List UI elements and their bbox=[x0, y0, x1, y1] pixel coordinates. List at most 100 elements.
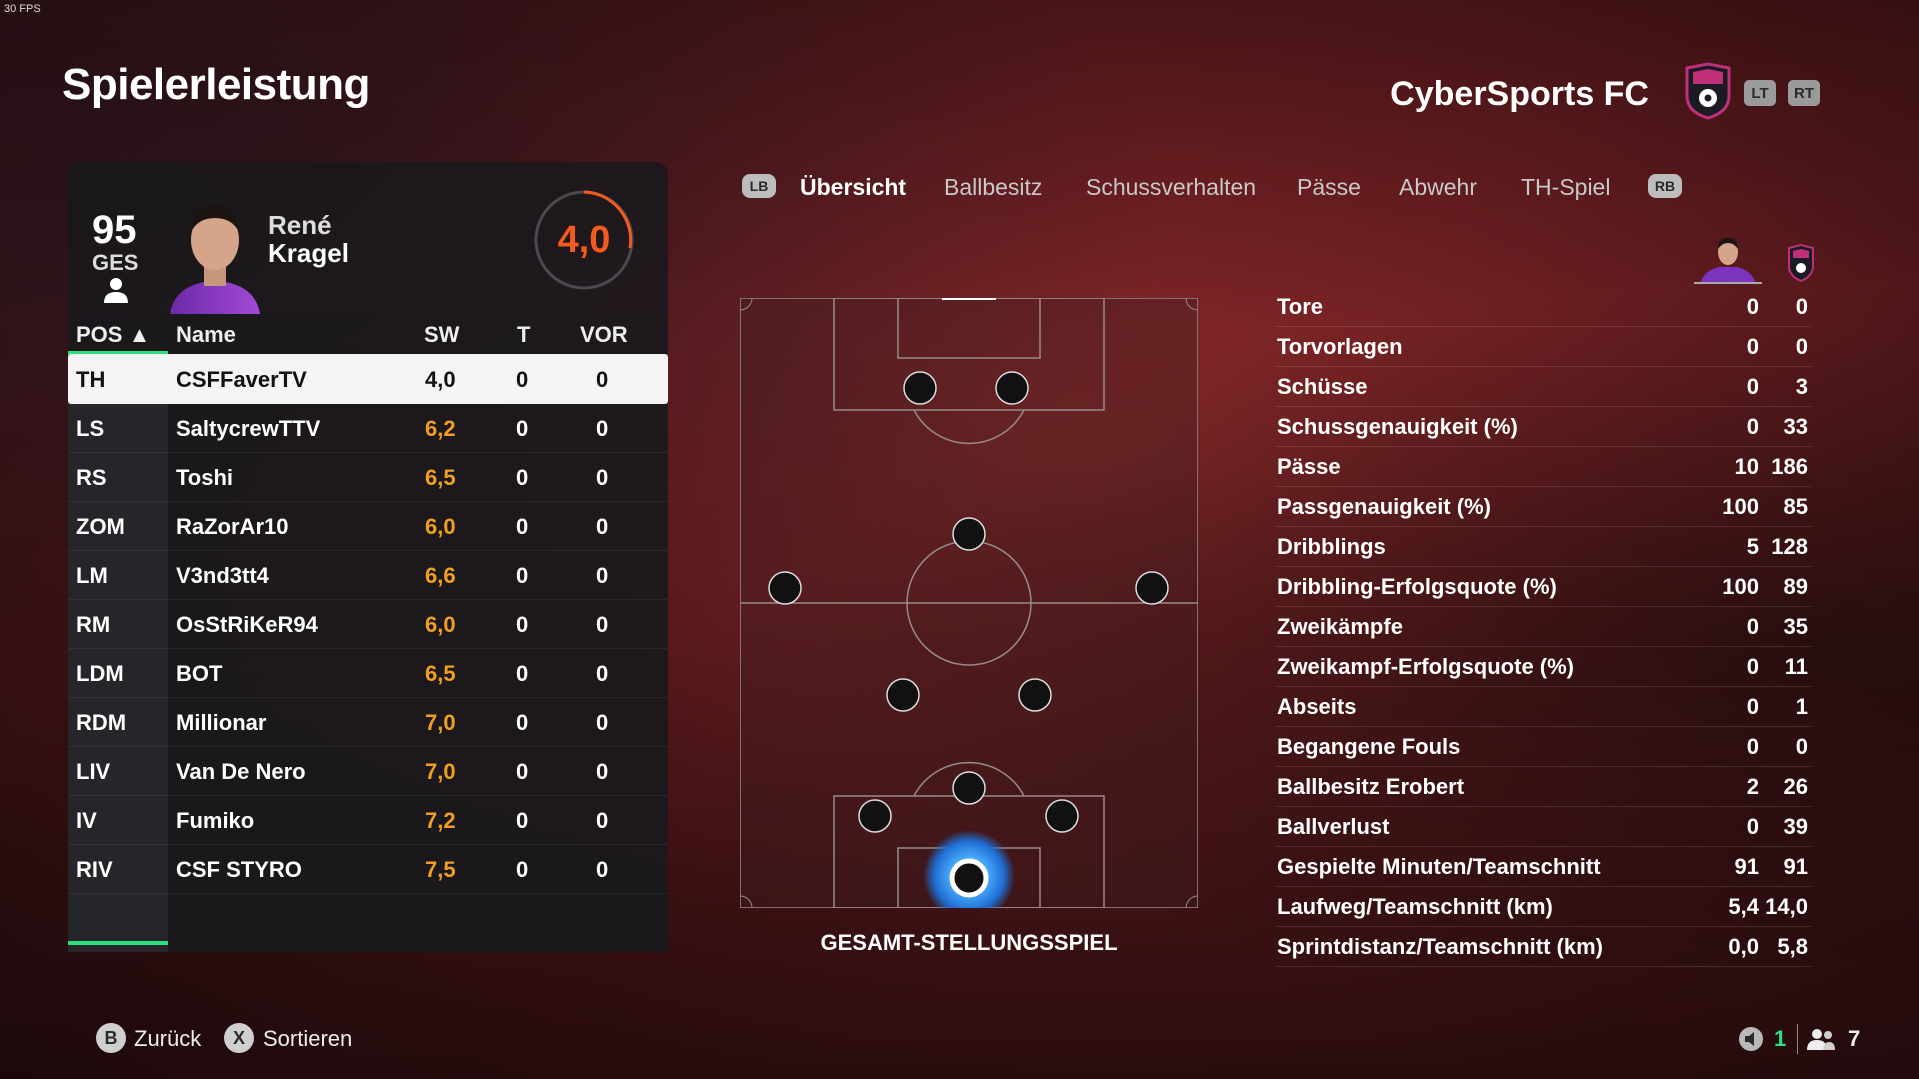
position-marker bbox=[995, 371, 1029, 405]
pos-column-bg bbox=[68, 354, 168, 952]
stat-player-value: 100 bbox=[1722, 494, 1759, 519]
b-button-icon[interactable]: B bbox=[96, 1023, 126, 1053]
x-button-icon[interactable]: X bbox=[224, 1023, 254, 1053]
tab-ballbesitz[interactable]: Ballbesitz bbox=[944, 174, 1043, 200]
tab-schussverhalten[interactable]: Schussverhalten bbox=[1086, 174, 1257, 200]
stat-row: Gespielte Minuten/Teamschnitt 91 91 bbox=[1276, 847, 1811, 887]
row-assists: 0 bbox=[596, 759, 609, 784]
row-goals: 0 bbox=[516, 367, 529, 392]
stat-row: Dribblings 5 128 bbox=[1276, 527, 1811, 567]
row-name: RaZorAr10 bbox=[176, 514, 289, 539]
stat-label: Gespielte Minuten/Teamschnitt bbox=[1277, 854, 1601, 879]
stat-row: Sprintdistanz/Teamschnitt (km) 0,0 5,8 bbox=[1276, 927, 1811, 967]
stat-player-value: 5,4 bbox=[1728, 894, 1759, 919]
stat-row: Ballverlust 0 39 bbox=[1276, 807, 1811, 847]
sort-label[interactable]: Sortieren bbox=[263, 1026, 353, 1051]
stat-label: Sprintdistanz/Teamschnitt (km) bbox=[1277, 934, 1603, 959]
row-pos: IV bbox=[76, 808, 97, 833]
table-row[interactable]: LM V3nd3tt4 6,6 0 0 bbox=[68, 550, 668, 600]
back-label[interactable]: Zurück bbox=[134, 1026, 202, 1051]
row-rating: 7,2 bbox=[425, 808, 456, 833]
table-row[interactable]: IV Fumiko 7,2 0 0 bbox=[68, 795, 668, 845]
table-row[interactable]: LIV Van De Nero 7,0 0 0 bbox=[68, 746, 668, 796]
row-rating: 4,0 bbox=[425, 367, 456, 392]
row-pos: TH bbox=[76, 367, 106, 392]
position-marker bbox=[1018, 678, 1052, 712]
table-row[interactable]: RS Toshi 6,5 0 0 bbox=[68, 452, 668, 502]
stat-player-value: 100 bbox=[1722, 574, 1759, 599]
person-icon bbox=[104, 278, 128, 303]
table-row[interactable]: LDM BOT 6,5 0 0 bbox=[68, 648, 668, 698]
stat-label: Torvorlagen bbox=[1277, 334, 1403, 359]
stat-label: Laufweg/Teamschnitt (km) bbox=[1277, 894, 1553, 919]
stat-label: Schüsse bbox=[1277, 374, 1368, 399]
row-pos: ZOM bbox=[76, 514, 125, 539]
stat-team-value: 128 bbox=[1771, 534, 1808, 559]
row-goals: 0 bbox=[516, 612, 529, 637]
stat-player-value: 10 bbox=[1734, 454, 1759, 479]
stat-team-value: 91 bbox=[1783, 854, 1808, 879]
tab-abwehr[interactable]: Abwehr bbox=[1399, 174, 1477, 200]
stat-label: Dribbling-Erfolgsquote (%) bbox=[1277, 574, 1557, 599]
stat-label: Zweikämpfe bbox=[1277, 614, 1403, 639]
row-pos: RS bbox=[76, 465, 107, 490]
position-marker bbox=[952, 771, 986, 805]
party-count: 7 bbox=[1848, 1026, 1861, 1051]
tab-uebersicht[interactable]: Übersicht bbox=[800, 174, 907, 200]
position-marker bbox=[886, 678, 920, 712]
player-card: 95 GES René Kragel 4,0 bbox=[68, 162, 668, 314]
team-column-crest-icon bbox=[1788, 244, 1814, 282]
stat-team-value: 35 bbox=[1783, 614, 1808, 639]
table-row[interactable]: RM OsStRiKeR94 6,0 0 0 bbox=[68, 599, 668, 649]
header-t[interactable]: T bbox=[517, 322, 531, 347]
stat-label: Ballbesitz Erobert bbox=[1277, 774, 1465, 799]
stat-row: Torvorlagen 0 0 bbox=[1276, 327, 1811, 367]
table-header: POS ▲ Name SW T VOR bbox=[68, 314, 668, 355]
row-pos: LS bbox=[76, 416, 105, 441]
lt-button[interactable]: LT bbox=[1744, 80, 1776, 106]
stat-label: Pässe bbox=[1277, 454, 1341, 479]
stat-label: Tore bbox=[1277, 294, 1324, 319]
header-vor[interactable]: VOR bbox=[580, 322, 628, 347]
scroll-indicator bbox=[68, 941, 168, 945]
row-goals: 0 bbox=[516, 465, 529, 490]
table-row[interactable]: LS SaltycrewTTV 6,2 0 0 bbox=[68, 403, 668, 453]
row-assists: 0 bbox=[596, 808, 609, 833]
table-row[interactable]: RIV CSF STYRO 7,5 0 0 bbox=[68, 844, 668, 894]
stat-player-value: 0,0 bbox=[1728, 934, 1759, 959]
stat-row: Pässe 10 186 bbox=[1276, 447, 1811, 487]
row-pos: RIV bbox=[76, 857, 113, 882]
position-marker bbox=[903, 371, 937, 405]
player-last-name: Kragel bbox=[268, 238, 349, 268]
stat-player-value: 0 bbox=[1746, 414, 1759, 439]
goalkeeper-marker bbox=[949, 858, 989, 898]
row-rating: 6,6 bbox=[425, 563, 456, 588]
stat-row: Ballbesitz Erobert 2 26 bbox=[1276, 767, 1811, 807]
row-pos: RDM bbox=[76, 710, 127, 735]
tab-paesse[interactable]: Pässe bbox=[1297, 174, 1361, 200]
row-assists: 0 bbox=[596, 465, 609, 490]
lb-button[interactable]: LB bbox=[742, 174, 776, 198]
stat-label: Dribblings bbox=[1277, 534, 1386, 559]
rt-button[interactable]: RT bbox=[1788, 80, 1820, 106]
row-assists: 0 bbox=[596, 514, 609, 539]
row-goals: 0 bbox=[516, 710, 529, 735]
row-goals: 0 bbox=[516, 857, 529, 882]
stat-label: Abseits bbox=[1277, 694, 1357, 719]
voice-chat-icon bbox=[1739, 1027, 1763, 1051]
header-name[interactable]: Name bbox=[176, 322, 236, 347]
row-name: Fumiko bbox=[176, 808, 255, 833]
row-rating: 6,0 bbox=[425, 612, 456, 637]
stat-team-value: 89 bbox=[1783, 574, 1808, 599]
table-row[interactable]: TH CSFFaverTV 4,0 0 0 bbox=[68, 354, 668, 404]
row-name: SaltycrewTTV bbox=[176, 416, 321, 441]
row-assists: 0 bbox=[596, 661, 609, 686]
table-row[interactable]: RDM Millionar 7,0 0 0 bbox=[68, 697, 668, 747]
stat-player-value: 0 bbox=[1746, 654, 1759, 679]
stat-team-value: 186 bbox=[1771, 454, 1808, 479]
table-row[interactable]: ZOM RaZorAr10 6,0 0 0 bbox=[68, 501, 668, 551]
rb-button[interactable]: RB bbox=[1648, 174, 1682, 198]
header-pos[interactable]: POS ▲ bbox=[76, 322, 151, 347]
header-sw[interactable]: SW bbox=[424, 322, 460, 347]
tab-th-spiel[interactable]: TH-Spiel bbox=[1521, 174, 1611, 200]
